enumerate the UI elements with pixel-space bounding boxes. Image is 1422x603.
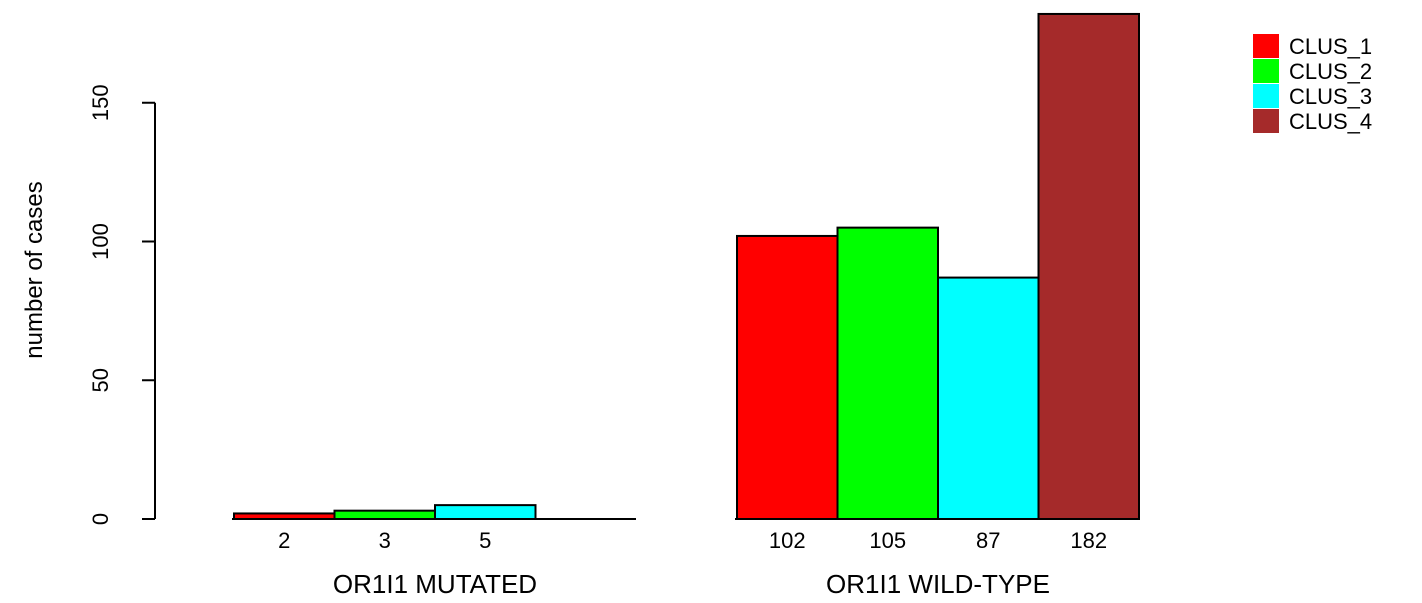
y-axis: 0 50 100 150 (88, 84, 156, 525)
bar-value-label: 87 (976, 528, 1000, 553)
y-tick-label: 0 (88, 513, 113, 525)
legend-item: CLUS_2 (1253, 59, 1372, 84)
bar (1037, 12, 1140, 520)
y-tick-label: 150 (88, 84, 113, 121)
legend-swatch (1253, 84, 1279, 108)
bar-value-label: 5 (479, 528, 491, 553)
group-label: OR1I1 MUTATED (333, 569, 537, 599)
legend-label: CLUS_3 (1289, 84, 1372, 109)
legend-swatch (1253, 109, 1279, 133)
bar-group: 102 105 87 182 OR1I1 WILD-TYPE (735, 12, 1140, 599)
bar-groups: 2 3 5 OR1I1 MUTATED 102 105 87 182 OR1I1 WILD-TY… (232, 12, 1140, 599)
bar-value-label: 102 (769, 528, 806, 553)
group-label: OR1I1 WILD-TYPE (826, 569, 1050, 599)
bar (836, 226, 939, 520)
legend-label: CLUS_1 (1289, 34, 1372, 59)
legend-item: CLUS_4 (1253, 109, 1372, 134)
bar-value-label: 2 (278, 528, 290, 553)
bar-value-label: 105 (869, 528, 906, 553)
legend-label: CLUS_2 (1289, 59, 1372, 84)
bar-value-label: 3 (379, 528, 391, 553)
bar (434, 504, 537, 520)
bar (937, 276, 1040, 521)
bar-value-label: 182 (1070, 528, 1107, 553)
legend-item: CLUS_1 (1253, 34, 1372, 59)
y-tick-label: 50 (88, 368, 113, 392)
bar-group: 2 3 5 OR1I1 MUTATED (232, 504, 636, 599)
bar (333, 509, 436, 520)
y-axis-title: number of cases (21, 181, 48, 358)
legend-swatch (1253, 59, 1279, 83)
legend-swatch (1253, 34, 1279, 58)
y-tick-label: 100 (88, 223, 113, 260)
legend-label: CLUS_4 (1289, 109, 1372, 134)
bar (736, 234, 839, 520)
legend-item: CLUS_3 (1253, 84, 1372, 109)
